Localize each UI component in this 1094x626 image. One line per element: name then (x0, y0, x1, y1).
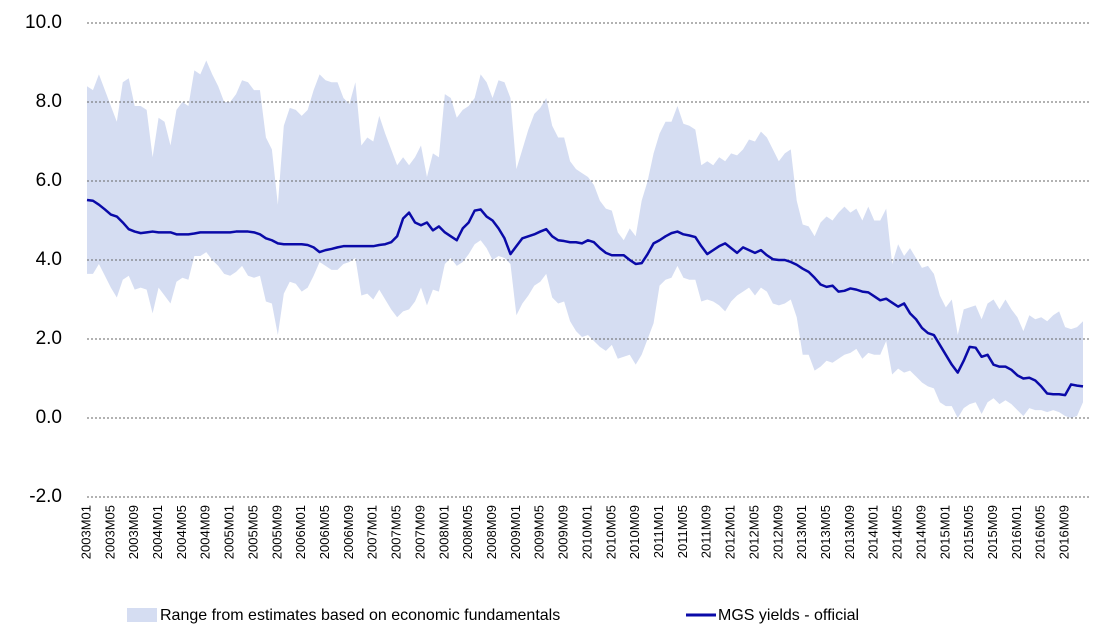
x-tick-label: 2003M01 (78, 505, 93, 559)
x-tick-label: 2016M05 (1033, 505, 1048, 559)
x-tick-label: 2010M09 (627, 505, 642, 559)
x-tick-label: 2014M05 (890, 505, 905, 559)
x-tick-label: 2006M05 (317, 505, 332, 559)
x-tick-label: 2015M01 (937, 505, 952, 559)
x-tick-label: 2005M09 (269, 505, 284, 559)
yield-line (86, 198, 1084, 397)
x-tick-label: 2006M09 (341, 505, 356, 559)
x-tick-label: 2003M09 (126, 505, 141, 559)
x-tick-label: 2013M05 (818, 505, 833, 559)
y-tick-label: 6.0 (36, 170, 62, 191)
y-tick-label: 10.0 (25, 12, 62, 33)
x-tick-label: 2003M05 (102, 505, 117, 559)
x-tick-label: 2005M05 (245, 505, 260, 559)
x-tick-label: 2007M01 (365, 505, 380, 559)
x-tick-label: 2012M01 (723, 505, 738, 559)
legend-label: Range from estimates based on economic f… (160, 607, 560, 624)
x-tick-label: 2011M01 (651, 505, 666, 558)
x-tick-label: 2007M09 (412, 505, 427, 559)
x-tick-label: 2013M09 (842, 505, 857, 559)
x-tick-label: 2015M05 (961, 505, 976, 559)
x-tick-label: 2009M01 (508, 505, 523, 559)
x-tick-label: 2011M05 (675, 505, 690, 558)
x-tick-label: 2007M05 (389, 505, 404, 559)
y-tick-label: 0.0 (36, 407, 62, 428)
range-band (87, 60, 1083, 419)
y-tick-label: 2.0 (36, 328, 62, 349)
x-tick-label: 2011M09 (699, 505, 714, 558)
x-tick-label: 2014M01 (866, 505, 881, 559)
x-tick-label: 2009M09 (556, 505, 571, 559)
x-tick-label: 2015M09 (985, 505, 1000, 559)
x-tick-label: 2004M01 (150, 505, 165, 559)
x-tick-label: 2014M09 (913, 505, 928, 559)
legend-label: MGS yields - official (718, 607, 859, 624)
x-tick-label: 2009M05 (532, 505, 547, 559)
x-tick-label: 2016M01 (1009, 505, 1024, 559)
x-tick-label: 2012M05 (746, 505, 761, 559)
x-tick-label: 2008M09 (484, 505, 499, 559)
x-tick-label: 2006M01 (293, 505, 308, 559)
x-tick-label: 2013M01 (794, 505, 809, 559)
x-tick-label: 2010M01 (579, 505, 594, 559)
x-tick-label: 2004M05 (174, 505, 189, 559)
x-tick-label: 2008M05 (460, 505, 475, 559)
y-tick-label: 4.0 (36, 249, 62, 270)
y-tick-label: 8.0 (36, 91, 62, 112)
x-tick-label: 2010M05 (603, 505, 618, 559)
x-tick-label: 2005M01 (222, 505, 237, 559)
x-tick-label: 2012M09 (770, 505, 785, 559)
x-tick-label: 2016M09 (1057, 505, 1072, 559)
x-tick-label: 2008M01 (436, 505, 451, 559)
x-tick-label: 2004M09 (198, 505, 213, 559)
legend-swatch (127, 608, 157, 622)
y-tick-label: -2.0 (29, 486, 62, 507)
